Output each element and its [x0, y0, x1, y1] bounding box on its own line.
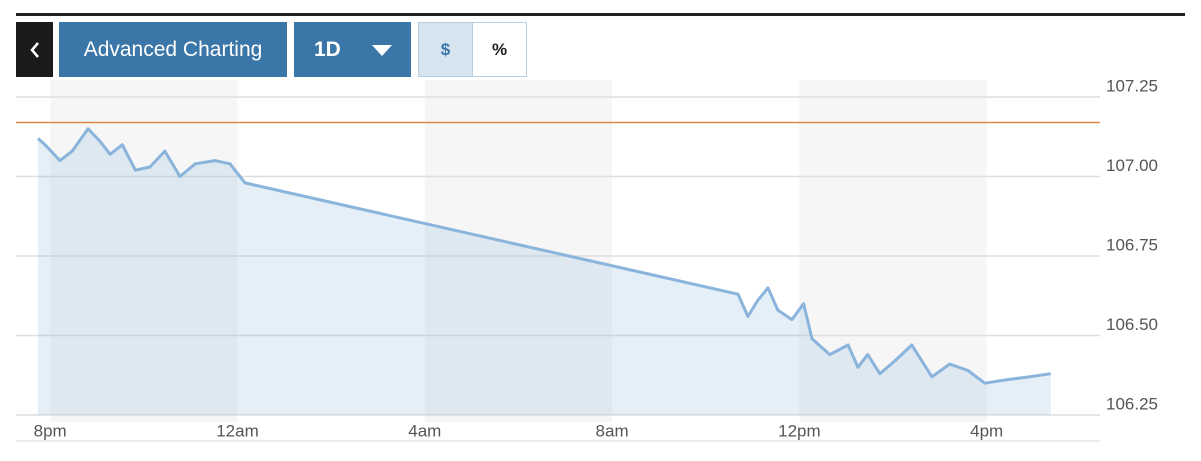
y-tick-label: 107.00	[1106, 156, 1158, 175]
x-tick-label: 12am	[216, 421, 259, 440]
area-fill	[38, 128, 1051, 416]
dropdown-arrow	[371, 44, 392, 56]
x-tick-label: 4am	[408, 421, 441, 440]
session-band	[424, 80, 613, 422]
price-line	[36, 127, 1052, 385]
top-rule	[16, 13, 1185, 16]
x-tick-label: 8pm	[34, 421, 67, 440]
y-tick-label: 106.50	[1106, 315, 1158, 334]
x-tick-label: 8am	[596, 421, 629, 440]
x-tick-label: 4pm	[970, 421, 1003, 440]
unit-toggle[interactable]: %	[472, 22, 527, 77]
back-button[interactable]	[16, 22, 53, 77]
y-tick-label: 106.75	[1106, 236, 1158, 255]
y-tick-label: 107.25	[1106, 77, 1158, 96]
title-button[interactable]: Advanced Charting	[59, 22, 287, 77]
y-tick-label: 106.25	[1106, 394, 1158, 413]
chevron-icon	[29, 41, 39, 58]
period-label: 1D	[314, 37, 341, 61]
period-dropdown[interactable]: 1D	[294, 22, 411, 77]
x-tick-label: 12pm	[778, 421, 821, 440]
